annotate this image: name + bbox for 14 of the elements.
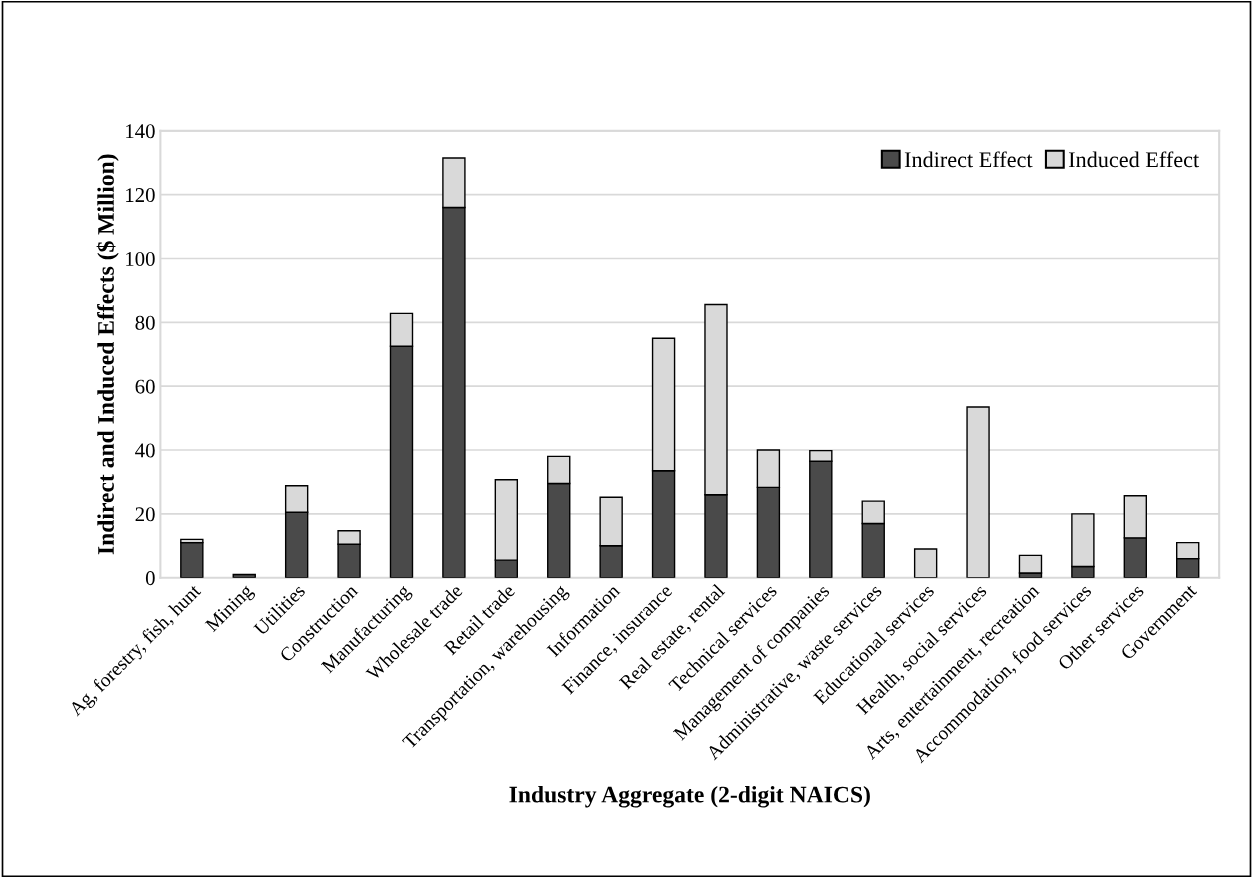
- y-tick-label: 80: [135, 315, 155, 330]
- y-tick-label: 40: [135, 443, 155, 458]
- y-tick-label: 140: [126, 124, 155, 139]
- y-tick-label: 60: [135, 379, 155, 394]
- y-tick-label: 120: [126, 188, 155, 203]
- legend-label: Induced Effect: [1068, 151, 1200, 168]
- y-tick-label: 0: [145, 571, 155, 586]
- bar: [180, 541, 204, 578]
- legend-label: Indirect Effect: [904, 151, 1033, 168]
- y-tick-label: 20: [135, 507, 155, 522]
- bar: [1018, 554, 1043, 574]
- x-axis-title: Industry Aggregate (2-digit NAICS): [509, 785, 870, 808]
- y-tick-label: 100: [126, 251, 155, 266]
- y-axis-title: Indirect and Induced Effects ($ Million): [96, 154, 119, 555]
